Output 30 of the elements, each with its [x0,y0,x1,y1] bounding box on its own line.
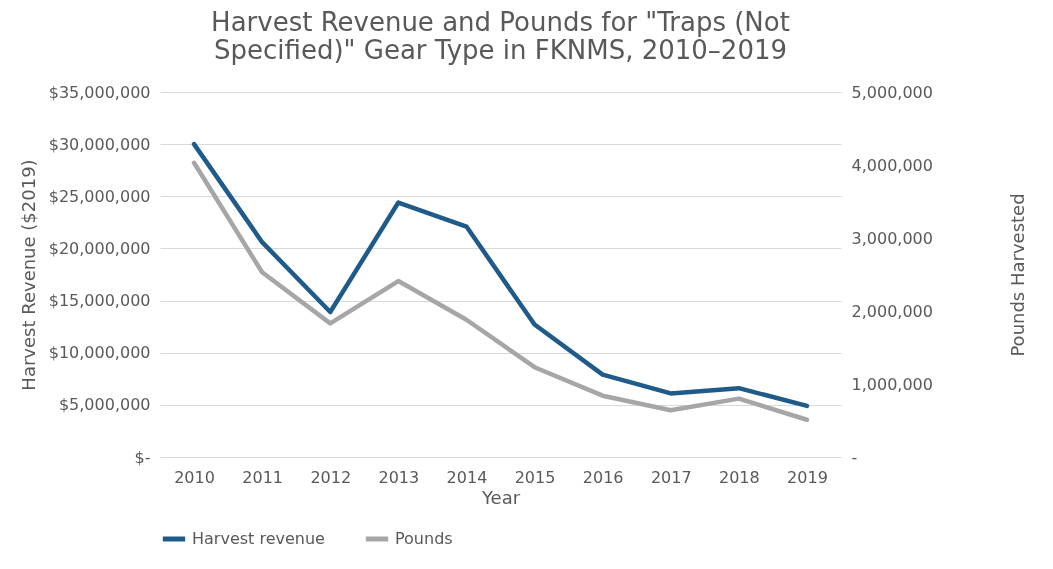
x-tick-label: 2018 [718,467,760,487]
x-tick-label: 2014 [446,467,488,487]
y2-tick-label: - [851,447,858,467]
x-tick-label: 2012 [310,467,352,487]
y-tick-label: $35,000,000 [48,82,151,102]
y2-tick-label: 1,000,000 [851,374,933,394]
chart-title: Harvest Revenue and Pounds for "Traps (Not Specified)" Gear Type in FKNMS, 2010–2019 [211,7,790,65]
y-tick-label: $30,000,000 [48,134,151,154]
legend-label: Pounds [395,529,453,548]
y-tick-label: $15,000,000 [48,291,151,311]
y2-tick-label: 3,000,000 [851,228,933,248]
y2-tick-label: 5,000,000 [851,82,933,102]
y-tick-label: $25,000,000 [48,186,151,206]
y-tick-label: $10,000,000 [48,343,151,363]
x-axis-title: Year [480,486,521,508]
y-axis-title: Harvest Revenue ($2019) [17,159,39,391]
y-tick-label: $20,000,000 [48,238,151,258]
x-tick-label: 2017 [650,467,692,487]
legend-label: Harvest revenue [192,529,325,548]
y-tick-label: $- [134,447,151,467]
x-tick-label: 2013 [378,467,420,487]
x-tick-label: 2019 [787,467,828,487]
x-tick-label: 2010 [174,467,215,487]
y2-tick-label: 2,000,000 [851,301,933,321]
x-tick-label: 2011 [242,467,284,487]
y2-tick-label: 4,000,000 [851,155,933,175]
y2-axis-title: Pounds Harvested [1006,193,1028,357]
y-tick-label: $5,000,000 [58,395,151,415]
x-tick-label: 2015 [514,467,556,487]
x-tick-label: 2016 [582,467,624,487]
